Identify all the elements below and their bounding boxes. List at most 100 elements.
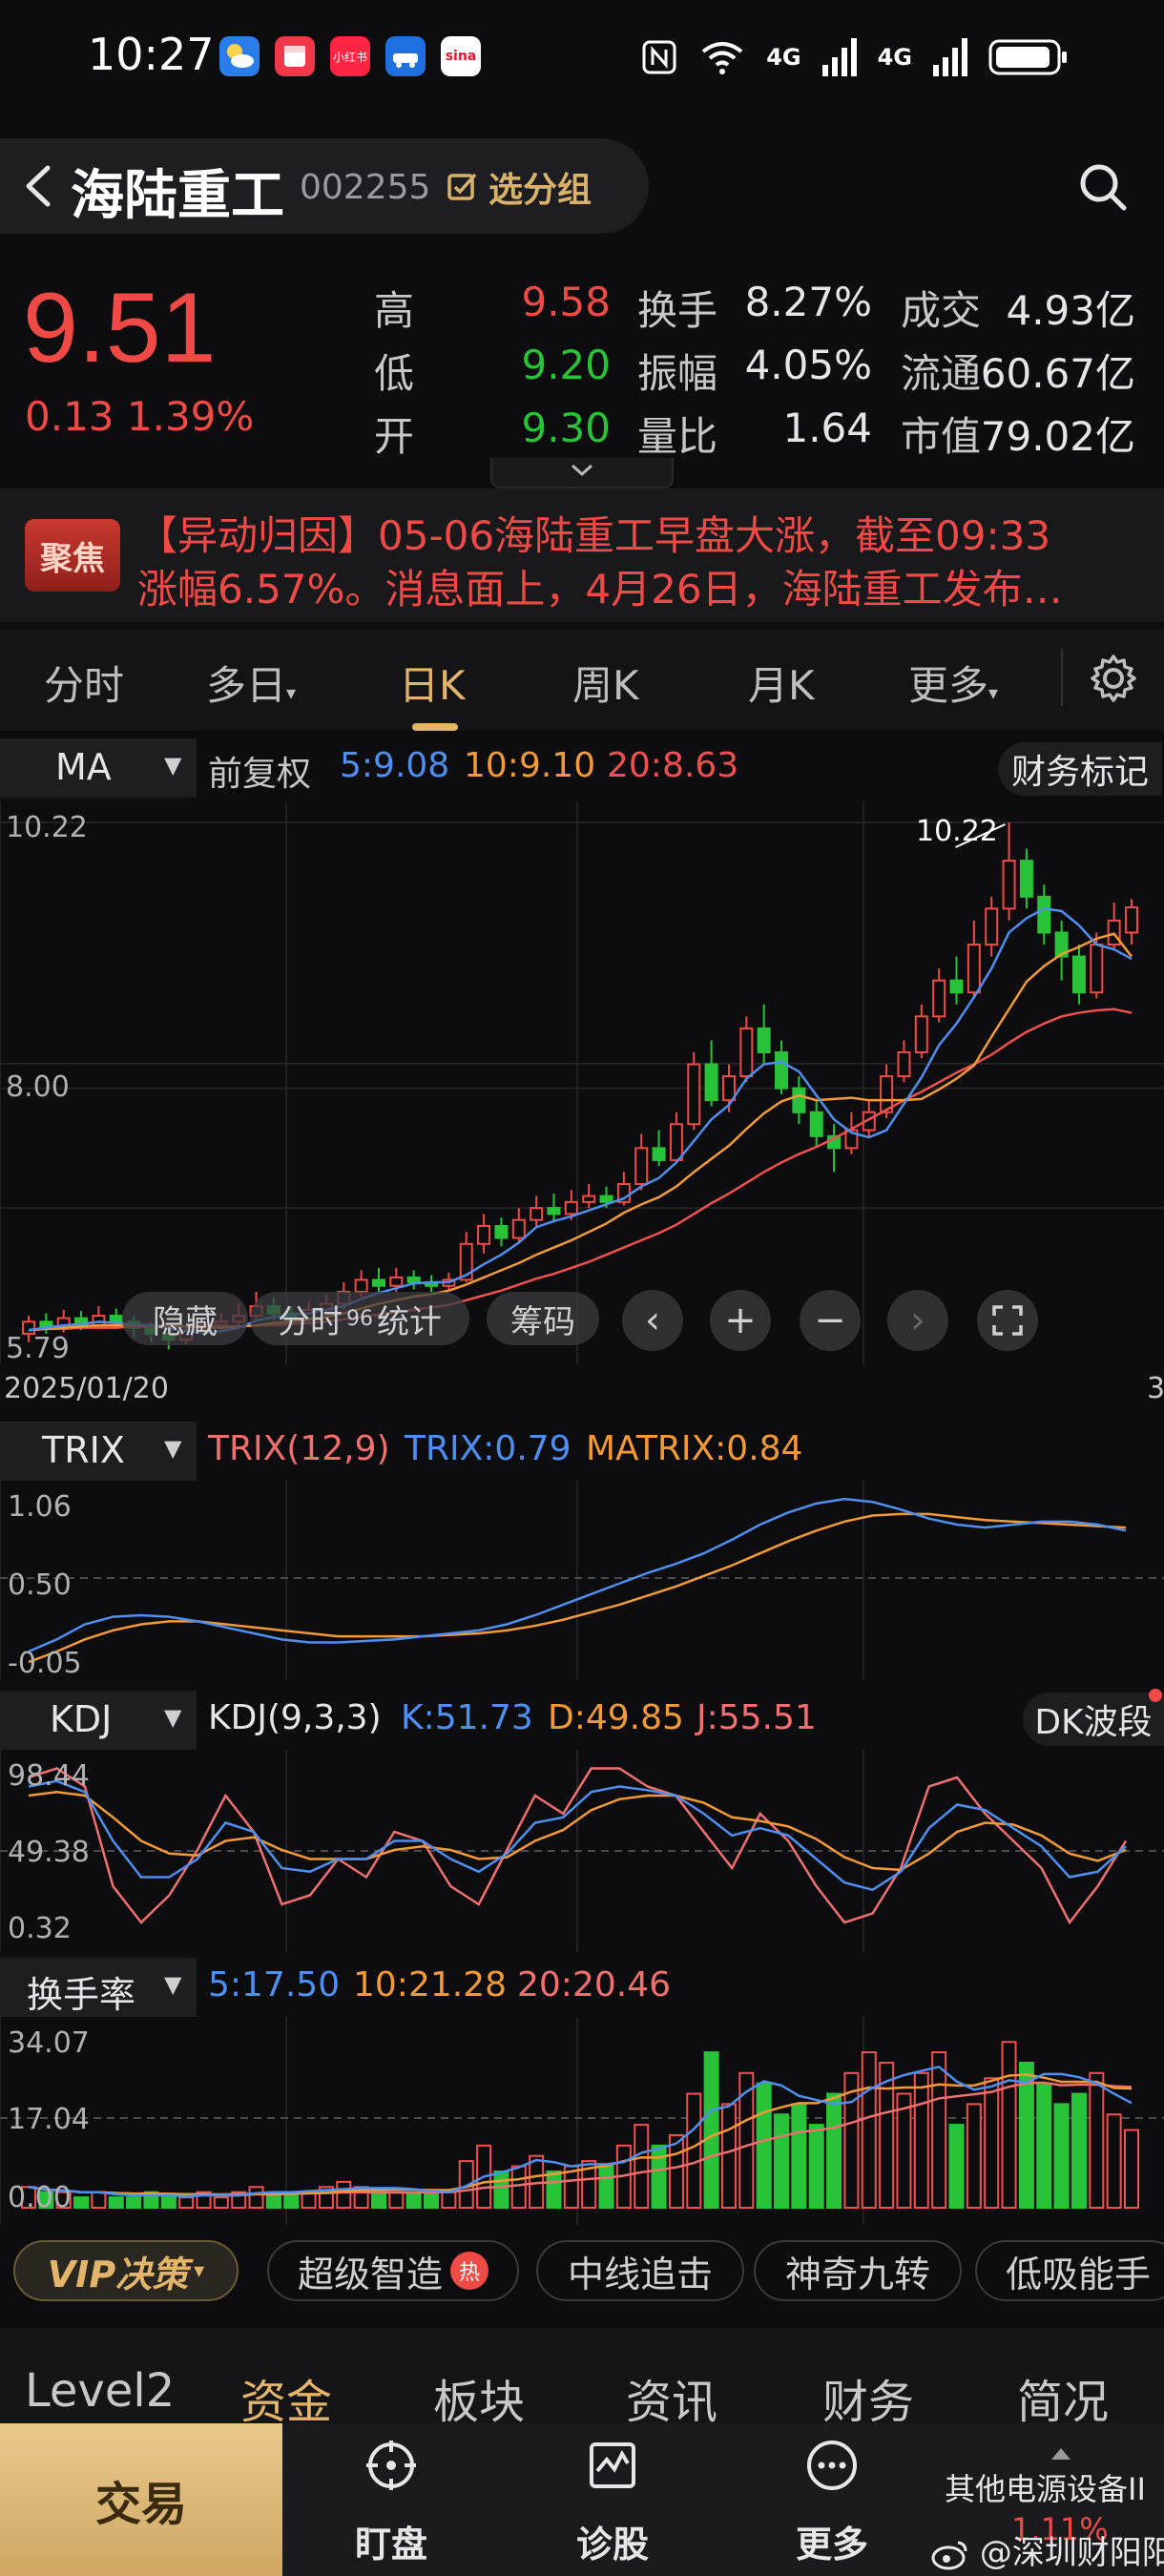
zoom-in-icon[interactable]: + [710,1290,771,1351]
back-arrow-icon[interactable] [19,162,57,210]
high-marker-line [955,823,1006,848]
turnover-bar [931,2051,947,2210]
turnover-chart[interactable] [0,2017,1164,2225]
mid-line-chase-button[interactable]: 中线追击 [536,2240,744,2301]
tab-overview[interactable]: 简况 [1017,2376,1110,2429]
caret-down-icon: ▼ [164,1704,182,1731]
news-line-1[interactable]: 【异动归因】05-06海陆重工早盘大涨，截至09:33 [137,512,1051,559]
adjust-mode[interactable]: 前复权 [208,755,312,794]
tab-finance[interactable]: 财务 [822,2376,915,2429]
news-line-2[interactable]: 涨幅6.57%。消息面上，4月26日，海陆重工发布… [137,566,1063,613]
finance-mark-button[interactable]: 财务标记 [998,742,1162,796]
search-icon[interactable] [1076,160,1130,214]
tab-more-label: 更多 [908,662,989,709]
diagnose-nav[interactable]: 诊股 [536,2439,689,2566]
candle-body [985,907,999,946]
turnover-bar [213,2196,229,2209]
turnover-bar [178,2196,195,2209]
tab-sector[interactable]: 板块 [433,2376,526,2429]
watch-nav[interactable]: 盯盘 [315,2439,468,2566]
fullscreen-icon[interactable] [977,1290,1038,1351]
candle-body [92,1315,106,1327]
turnover-bar [948,2124,965,2209]
sector-change: 1.11% [1011,2511,1109,2547]
vip-decision-button[interactable]: VIP决策 ▾ [13,2240,239,2301]
caret-down-icon: ▾ [286,681,297,704]
candle-body [1037,895,1051,934]
trix-selector[interactable] [0,1422,197,1481]
chevron-left-icon[interactable]: ‹ [622,1290,683,1351]
turnover-selector[interactable] [0,1958,197,2017]
magic-nine-button[interactable]: 神奇九转 [754,2240,962,2301]
ma20-line [28,1008,1133,1332]
super-manufacturing-button[interactable]: 超级智造 热 [267,2240,519,2301]
period-tabs [0,630,1164,731]
tab-week-k[interactable]: 周K [572,662,639,709]
sector-name[interactable]: 其他电源设备II [945,2471,1146,2507]
chevron-down-icon [571,464,593,477]
turnover-bar [38,2191,54,2209]
watermark-text: @深圳财阳阳 [979,2534,1164,2572]
wifi-icon [701,42,743,74]
kdj-selector[interactable] [0,1691,197,1750]
candle-body [547,1207,561,1215]
candle-body [669,1123,683,1161]
candle-body [652,1147,666,1161]
caret-down-icon: ▼ [164,752,182,779]
trix-value: TRIX:0.79 [405,1429,572,1468]
quote-stat-value: 60.67亿 [980,350,1135,397]
turnover-bar [1070,2092,1087,2209]
turnover-bar [405,2191,422,2209]
tab-more[interactable]: 更多▾ [908,654,998,712]
kline-y-top: 10.22 [6,811,88,844]
select-group-button[interactable]: 选分组 [447,160,592,214]
ma5-value: 5:9.08 [340,746,450,785]
turnover-bar [1001,2041,1017,2209]
news-banner[interactable] [0,488,1164,622]
matrix-value: MATRIX:0.84 [586,1429,803,1468]
trade-button[interactable]: 交易 [0,2423,282,2576]
more-nav[interactable]: 更多 [756,2439,908,2566]
turnover-bar [651,2144,667,2210]
kdj-chart[interactable] [0,1750,1164,1952]
turnover-ma10: 10:21.28 [353,1965,507,2005]
signal-bars-icon-1 [821,38,857,76]
hide-button[interactable]: 隐藏 [122,1292,248,1345]
kdj-params: KDJ(9,3,3) [208,1698,382,1737]
status-bar: 10:27 小红书 sina 4G 4G [0,0,1164,114]
kdj-k-value: K:51.73 [401,1698,533,1737]
chip-distribution-button[interactable]: 筹码 [487,1292,599,1345]
trix-chart[interactable] [0,1481,1164,1679]
turnover-y-mid: 17.04 [8,2103,90,2136]
turnover-y-bottom: 0.00 [8,2181,72,2214]
low-buy-button[interactable]: 低吸能手 [975,2240,1164,2301]
xiaohongshu-icon: 小红书 [330,36,370,76]
candle-body [687,1063,701,1126]
tab-level2[interactable]: Level2 [25,2364,176,2418]
turnover-bar [738,2071,755,2209]
intraday-stats-button[interactable]: 分时 96 统计 [250,1292,469,1345]
turnover-bar [126,2196,142,2209]
turnover-bar [720,2103,737,2209]
zoom-out-icon[interactable]: − [800,1290,861,1351]
tab-multi-day[interactable]: 多日▾ [206,654,296,712]
expand-quote-toggle[interactable] [490,458,674,488]
turnover-bar [703,2051,719,2210]
tab-news[interactable]: 资讯 [626,2376,718,2429]
gear-icon[interactable] [1088,653,1139,704]
dk-band-button[interactable]: DK波段 [1023,1693,1164,1746]
tab-day-k[interactable]: 日K [399,662,466,709]
quote-stat-value: 79.02亿 [980,413,1135,460]
candle-body [967,944,981,994]
caret-down-icon: ▾ [988,681,999,704]
kdj-y-top: 98.44 [8,1759,90,1793]
tab-month-k[interactable]: 月K [748,662,815,709]
tab-intraday[interactable]: 分时 [44,662,125,709]
kline-chart[interactable] [0,801,1164,1364]
ma-selector[interactable] [0,738,197,798]
chart-pulse-icon [590,2442,635,2488]
chevron-right-icon[interactable]: › [887,1290,948,1351]
candle-body [897,1050,911,1078]
candle-body [792,1087,806,1113]
tab-funds[interactable]: 资金 [240,2376,333,2429]
